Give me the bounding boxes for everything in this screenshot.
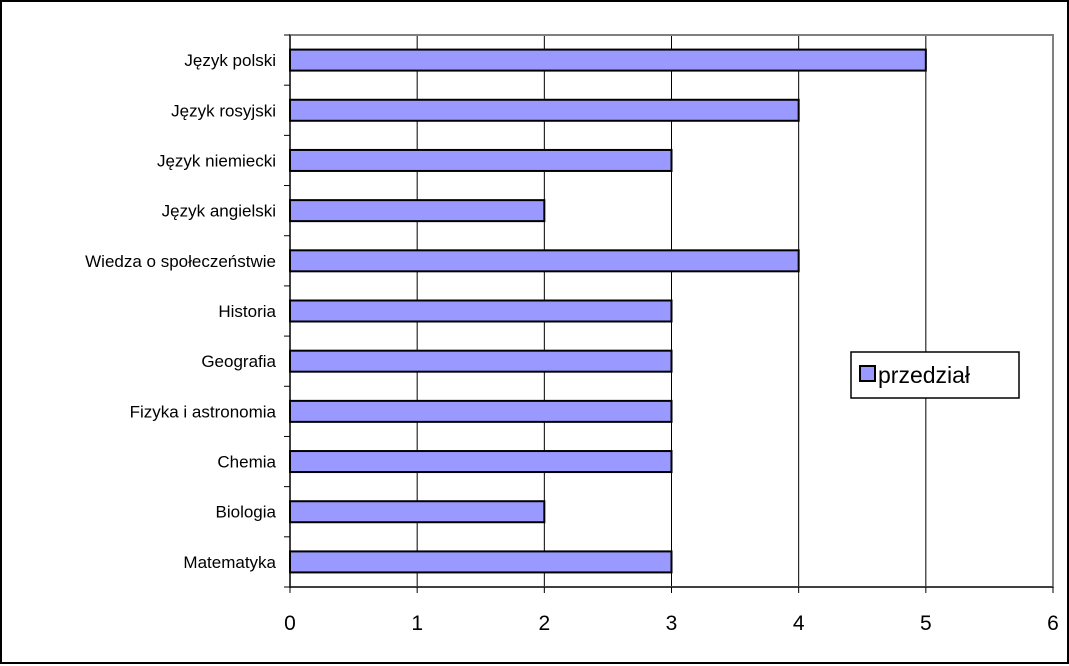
bar: [289, 399, 673, 423]
bar: [289, 550, 673, 574]
bar: [289, 98, 800, 122]
bar: [289, 299, 673, 323]
bar: [289, 349, 673, 373]
bars: [289, 48, 927, 574]
bar: [289, 199, 546, 223]
category-label: Język niemiecki: [157, 151, 276, 170]
legend-label: przedział: [878, 362, 970, 388]
category-label: Język polski: [184, 51, 276, 70]
x-tick-label: 6: [1047, 612, 1059, 635]
category-label: Geografia: [201, 352, 276, 371]
legend-swatch: [859, 365, 876, 382]
x-tick-label: 5: [920, 612, 932, 635]
bar: [289, 148, 673, 172]
x-tick-labels: 0 1 2 3 4 5 6: [284, 612, 1059, 635]
bar: [289, 450, 673, 474]
category-labels: Język polski Język rosyjski Język niemieck…: [85, 51, 276, 572]
category-label: Wiedza o społeczeństwie: [85, 252, 276, 271]
x-tick-label: 2: [538, 612, 550, 635]
x-tick-label: 4: [793, 612, 805, 635]
legend-box: [850, 351, 1020, 399]
category-label: Matematyka: [183, 553, 276, 572]
x-tick-label: 0: [284, 612, 296, 635]
bar: [289, 500, 546, 524]
category-label: Biologia: [216, 503, 277, 522]
bar: [289, 48, 927, 72]
category-label: Język rosyjski: [171, 101, 276, 120]
category-label: Chemia: [217, 453, 276, 472]
category-label: Historia: [218, 302, 276, 321]
category-label: Fizyka i astronomia: [130, 402, 277, 421]
bar: [289, 249, 800, 273]
x-tick-label: 3: [666, 612, 678, 635]
legend: przedział: [850, 351, 1020, 399]
category-label: Język angielski: [162, 202, 276, 221]
x-tick-label: 1: [411, 612, 423, 635]
axes: [284, 34, 1054, 593]
